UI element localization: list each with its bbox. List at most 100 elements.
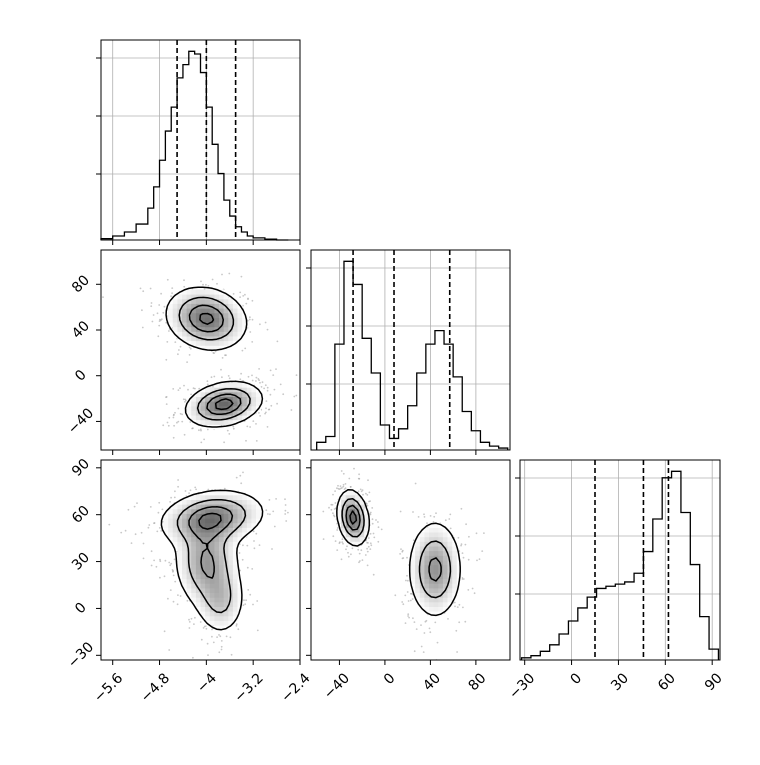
density-cell bbox=[219, 494, 224, 500]
sample-point bbox=[177, 407, 180, 410]
sample-point bbox=[402, 603, 405, 606]
density-cell bbox=[186, 494, 192, 500]
sample-point bbox=[177, 389, 180, 391]
sample-point bbox=[188, 354, 191, 356]
sample-point bbox=[183, 279, 185, 282]
density-cell bbox=[191, 298, 197, 304]
density-cell bbox=[191, 326, 197, 332]
density-cell bbox=[205, 396, 211, 402]
density-cell bbox=[191, 532, 197, 538]
sample-point bbox=[369, 511, 372, 514]
density-cell bbox=[424, 560, 430, 566]
density-cell bbox=[214, 601, 220, 607]
sample-point bbox=[184, 490, 187, 492]
density-cell bbox=[424, 583, 430, 589]
density-contour bbox=[176, 498, 247, 614]
density-cell bbox=[186, 317, 192, 323]
density-cell bbox=[223, 322, 229, 328]
density-cell bbox=[242, 532, 248, 538]
density-cell bbox=[200, 391, 206, 397]
density-cell bbox=[242, 396, 248, 402]
sample-point bbox=[249, 593, 252, 596]
density-cell bbox=[442, 527, 448, 533]
sample-point bbox=[340, 470, 343, 472]
density-cell bbox=[195, 574, 201, 580]
density-cell bbox=[256, 401, 261, 407]
density-cell bbox=[200, 345, 206, 351]
density-cell bbox=[186, 331, 192, 337]
density-cell bbox=[182, 298, 187, 304]
density-cell bbox=[195, 340, 201, 346]
y-tick-label: 0 bbox=[72, 600, 90, 618]
sample-point bbox=[401, 549, 404, 552]
density-cell bbox=[186, 298, 192, 304]
sample-point bbox=[258, 368, 260, 370]
density-cell bbox=[341, 513, 347, 519]
density-cell bbox=[209, 569, 215, 575]
density-cell bbox=[191, 312, 197, 318]
density-cell bbox=[452, 574, 458, 580]
sample-point bbox=[232, 427, 235, 430]
density-cell bbox=[424, 527, 430, 533]
sample-point bbox=[216, 636, 219, 638]
sample-point bbox=[258, 544, 261, 546]
density-cell bbox=[195, 294, 201, 300]
sample-point bbox=[476, 559, 478, 562]
density-cell bbox=[336, 513, 342, 519]
density-cell bbox=[364, 518, 370, 524]
sample-point bbox=[272, 374, 275, 376]
density-cell bbox=[191, 336, 197, 342]
density-cell bbox=[209, 499, 215, 505]
density-cell bbox=[214, 625, 220, 631]
sample-point bbox=[366, 564, 369, 567]
density-cell bbox=[214, 303, 220, 309]
density-cell bbox=[237, 592, 243, 598]
density-cell bbox=[200, 308, 206, 314]
density-cell bbox=[195, 308, 201, 314]
sample-point bbox=[170, 295, 173, 298]
density-cell bbox=[195, 532, 201, 538]
density-cell bbox=[172, 298, 178, 304]
sample-point bbox=[242, 604, 245, 607]
density-cell bbox=[242, 494, 248, 500]
sample-point bbox=[130, 542, 133, 544]
density-cell bbox=[200, 405, 206, 411]
sample-point bbox=[462, 578, 465, 580]
density-cell bbox=[345, 532, 351, 538]
density-cell bbox=[228, 298, 234, 304]
sample-point bbox=[251, 299, 254, 302]
density-cell bbox=[219, 415, 224, 421]
density-cell bbox=[182, 546, 187, 552]
sample-point bbox=[163, 575, 166, 578]
sample-point bbox=[339, 485, 342, 487]
density-cell bbox=[191, 513, 197, 519]
sample-point bbox=[168, 649, 171, 651]
sample-point bbox=[150, 305, 153, 308]
sample-point bbox=[177, 485, 180, 488]
sample-point bbox=[436, 641, 439, 644]
sample-point bbox=[367, 537, 370, 539]
density-cell bbox=[345, 494, 351, 500]
density-cell bbox=[172, 508, 178, 514]
density-cell bbox=[415, 583, 421, 589]
density-cell bbox=[251, 499, 257, 505]
sample-point bbox=[251, 379, 254, 382]
sample-point bbox=[207, 285, 210, 287]
density-cell bbox=[191, 331, 197, 337]
density-cell bbox=[429, 611, 434, 617]
density-cell bbox=[223, 518, 229, 524]
density-cell bbox=[214, 322, 220, 328]
density-cell bbox=[195, 317, 201, 323]
density-cell bbox=[191, 587, 197, 593]
density-cell bbox=[442, 601, 448, 607]
density-cell bbox=[214, 615, 220, 621]
sample-point bbox=[244, 603, 247, 606]
density-cell bbox=[186, 536, 192, 542]
density-cell bbox=[364, 508, 370, 514]
density-cell bbox=[195, 298, 201, 304]
sample-point bbox=[206, 380, 209, 383]
sample-point bbox=[425, 619, 428, 622]
sample-point bbox=[409, 599, 412, 602]
sample-point bbox=[415, 628, 418, 630]
density-cell bbox=[433, 550, 439, 556]
